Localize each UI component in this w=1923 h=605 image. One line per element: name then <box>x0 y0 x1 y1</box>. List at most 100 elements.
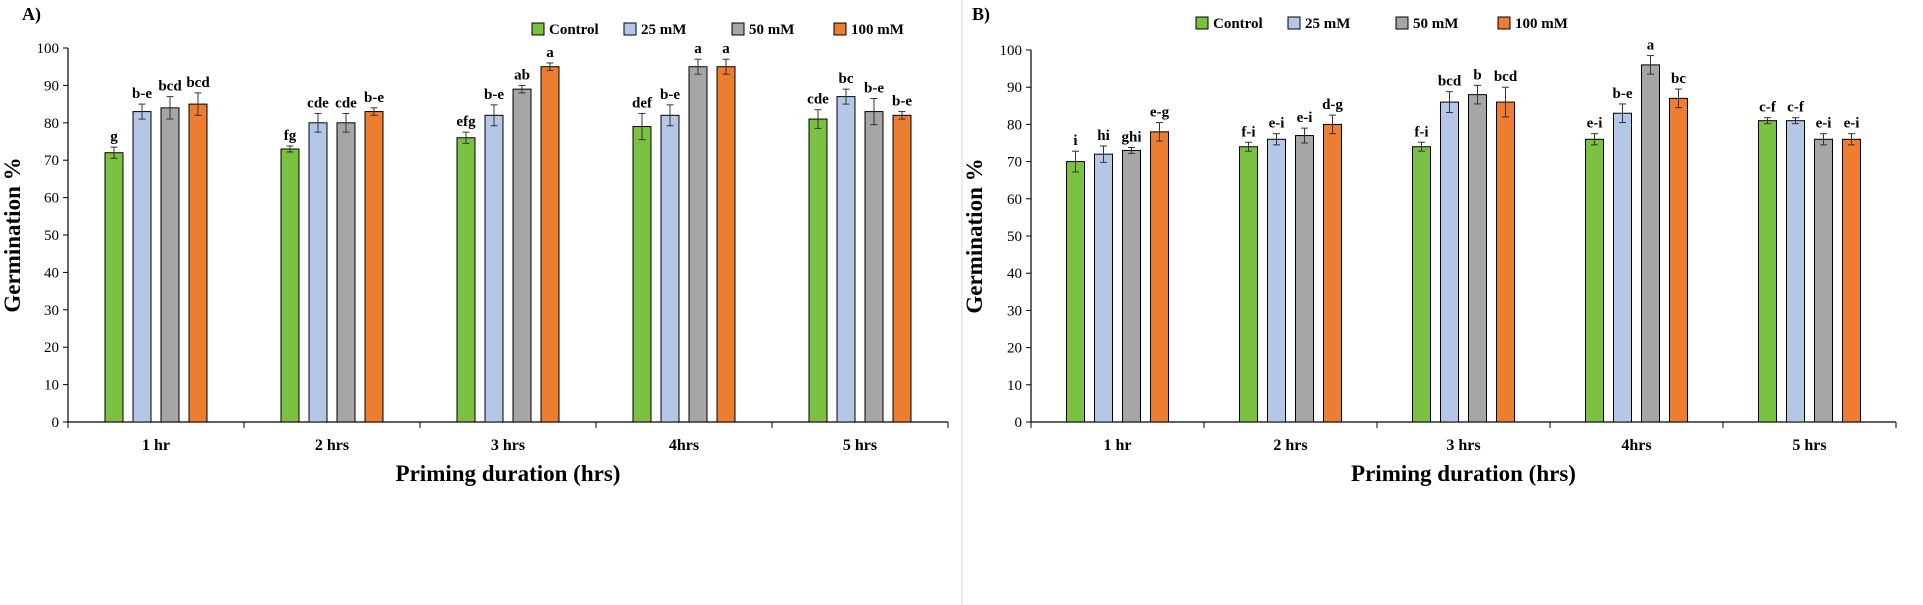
x-category-label: 4hrs <box>1621 437 1651 454</box>
y-tick-label: 50 <box>1007 229 1022 245</box>
bar-b-3-2 <box>1641 64 1660 423</box>
panel-divider <box>961 0 963 605</box>
y-tick-label: 60 <box>1007 192 1022 208</box>
bar-b-1-0 <box>1239 146 1258 423</box>
significance-label: e-i <box>1269 116 1285 132</box>
x-category-label: 4hrs <box>669 437 699 454</box>
bar-b-3-1 <box>1613 112 1632 423</box>
x-category-label: 5 hrs <box>843 437 877 454</box>
x-axis-title: Priming duration (hrs) <box>396 461 621 486</box>
significance-label: ghi <box>1121 129 1141 145</box>
legend-label: Control <box>1213 16 1263 32</box>
legend-swatch <box>531 22 545 36</box>
bar-b-4-2 <box>1814 138 1833 423</box>
bar-b-4-0 <box>1758 120 1777 423</box>
bar-a-3-3 <box>716 66 736 423</box>
bar-a-0-2 <box>160 107 180 423</box>
significance-label: def <box>632 95 653 111</box>
significance-label: fg <box>284 128 297 144</box>
bar-a-2-3 <box>540 66 560 423</box>
significance-label: g <box>110 129 118 145</box>
bar-a-2-0 <box>456 137 476 423</box>
bar-a-1-2 <box>336 122 356 423</box>
significance-label: f-i <box>1414 124 1428 140</box>
significance-label: e-i <box>1297 110 1313 126</box>
y-tick-label: 70 <box>1007 155 1022 171</box>
y-tick-label: 10 <box>1007 378 1022 394</box>
significance-label: a <box>546 45 554 61</box>
bar-a-0-3 <box>188 103 208 423</box>
significance-label: bcd <box>158 79 182 95</box>
chart-panel-a: A) 0 10 20 30 40 50 60 70 80 90 100 g b-e bcd bcd 1 hr fg… <box>0 0 960 605</box>
y-tick-label: 20 <box>1007 341 1022 357</box>
bar-b-1-1 <box>1267 138 1286 423</box>
significance-label: b <box>1473 67 1481 83</box>
bar-b-2-1 <box>1440 101 1459 423</box>
legend-swatch <box>1195 16 1209 30</box>
legend-label: 50 mM <box>749 22 794 38</box>
x-category-label: 3 hrs <box>1446 437 1480 454</box>
panel-label: A) <box>22 4 41 25</box>
y-tick-label: 0 <box>52 415 60 431</box>
bar-a-0-1 <box>132 111 152 423</box>
significance-label: ab <box>514 67 530 83</box>
y-tick-label: 70 <box>44 153 59 169</box>
y-tick-label: 90 <box>44 78 59 94</box>
bar-a-4-1 <box>836 96 856 423</box>
x-category-label: 2 hrs <box>315 437 349 454</box>
y-tick-label: 100 <box>1000 43 1023 59</box>
bar-a-2-1 <box>484 114 504 423</box>
significance-label: b-e <box>364 90 384 106</box>
bar-a-1-1 <box>308 122 328 423</box>
significance-label: i <box>1073 133 1077 149</box>
bar-a-0-0 <box>104 152 124 423</box>
significance-label: a <box>722 41 730 57</box>
significance-label: c-f <box>1787 100 1805 116</box>
legend-swatch <box>1395 16 1409 30</box>
x-category-label: 1 hr <box>142 437 170 454</box>
y-axis-title: Germination % <box>0 157 25 312</box>
y-tick-label: 50 <box>44 228 59 244</box>
legend-swatch <box>623 22 637 36</box>
bar-b-1-2 <box>1295 135 1314 423</box>
bar-a-2-2 <box>512 88 532 423</box>
y-tick-label: 30 <box>1007 303 1022 319</box>
bar-b-0-0 <box>1066 161 1085 423</box>
y-tick-label: 40 <box>1007 266 1022 282</box>
chart-panel-b: B) 0 10 20 30 40 50 60 70 80 90 100 i hi ghi e-g 1 hr f-i… <box>964 0 1923 605</box>
y-tick-label: 80 <box>44 116 59 132</box>
significance-label: b-e <box>864 80 884 96</box>
y-tick-label: 20 <box>44 340 59 356</box>
bar-a-3-2 <box>688 66 708 423</box>
bar-b-1-3 <box>1323 123 1342 423</box>
chart-b-svg: B) 0 10 20 30 40 50 60 70 80 90 100 i hi ghi e-g 1 hr f-i… <box>964 4 1897 486</box>
significance-label: b-e <box>132 86 152 102</box>
x-category-label: 1 hr <box>1104 437 1132 454</box>
significance-label: e-i <box>1587 116 1603 132</box>
legend-swatch <box>1497 16 1511 30</box>
significance-label: bcd <box>1494 69 1518 85</box>
y-tick-label: 40 <box>44 265 59 281</box>
significance-label: b-e <box>1613 86 1633 102</box>
bar-b-4-1 <box>1786 120 1805 423</box>
legend-label: 25 mM <box>1305 16 1350 32</box>
significance-label: e-i <box>1816 116 1832 132</box>
bar-b-4-3 <box>1842 138 1861 423</box>
significance-label: bc <box>839 71 854 87</box>
y-tick-label: 80 <box>1007 117 1022 133</box>
significance-label: cde <box>335 95 357 111</box>
significance-label: bcd <box>186 75 210 91</box>
bar-b-2-2 <box>1468 94 1487 423</box>
y-tick-label: 10 <box>44 378 59 394</box>
legend-label: Control <box>549 22 599 38</box>
significance-label: b-e <box>660 87 680 103</box>
significance-label: a <box>694 41 702 57</box>
significance-label: b-e <box>892 94 912 110</box>
x-category-label: 3 hrs <box>491 437 525 454</box>
bar-b-2-3 <box>1496 101 1515 423</box>
significance-label: e-g <box>1150 105 1170 121</box>
significance-label: b-e <box>484 87 504 103</box>
legend-swatch <box>731 22 745 36</box>
y-tick-label: 0 <box>1015 415 1023 431</box>
bar-b-3-0 <box>1585 138 1604 423</box>
